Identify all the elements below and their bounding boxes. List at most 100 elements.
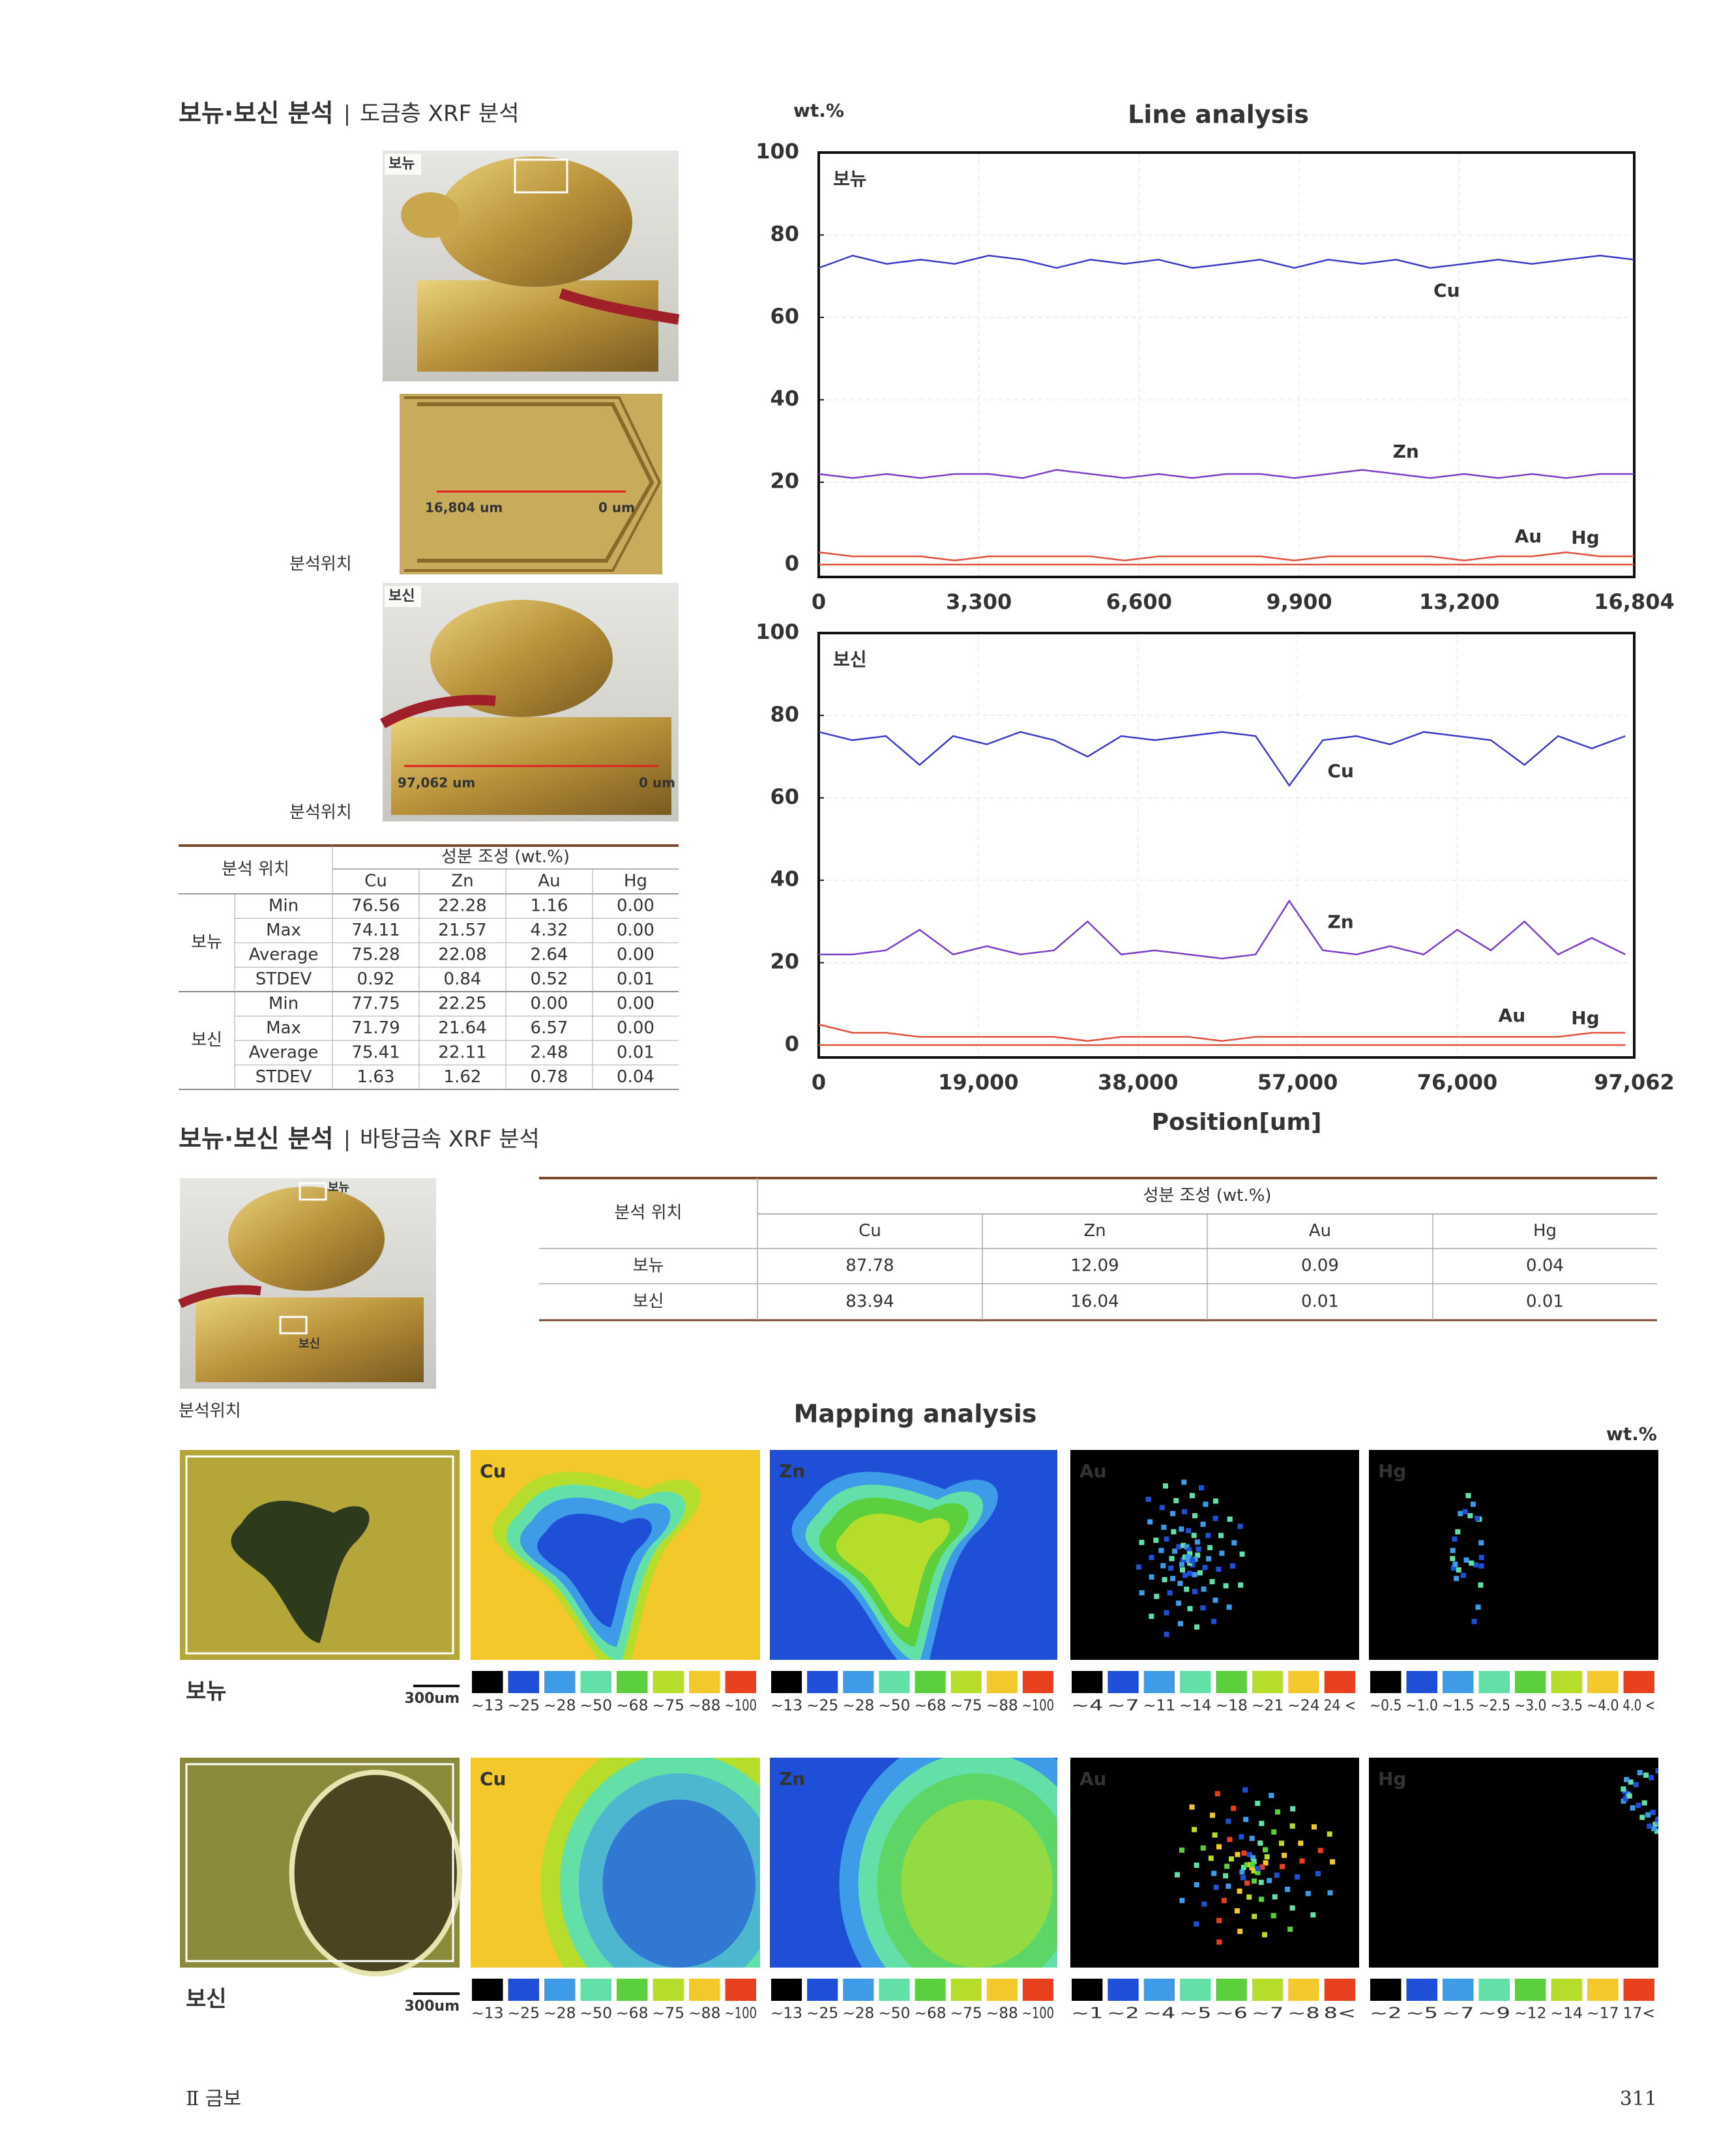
table-cell: 0.00 [617,945,654,964]
map-pixel [1473,1562,1479,1568]
map-element: Zn [779,1768,805,1790]
map-pixel [1212,1597,1218,1603]
legend-swatch [807,1979,838,2001]
map-pixel [1187,1560,1193,1566]
map-pixel [1208,1855,1214,1861]
map-panel [1070,1758,1359,1968]
map-photo [180,1450,460,1660]
map-pixel [1189,1804,1195,1810]
map-pixel [1200,1845,1206,1851]
map-pixel [1206,1556,1212,1561]
map-pixel [1244,1862,1250,1868]
legend-swatch [580,1979,611,2001]
map-panel [1369,1758,1658,1968]
map-pixel [1164,1631,1169,1637]
map-pixel [1184,1544,1190,1550]
map-pixel [1186,1554,1192,1560]
legend-label: 24 < [1324,1698,1356,1715]
table-column: Zn [1083,1221,1106,1241]
map-pixel [1624,1777,1630,1782]
map-pixel [1621,1786,1626,1792]
legend-swatch [1370,1671,1402,1693]
legend-swatch [950,1979,982,2001]
map-pixel [1315,1870,1321,1876]
map-pixel [1231,1805,1237,1811]
map-pixel [1311,1824,1317,1830]
map-pixel [1460,1573,1466,1578]
map-pixel [1471,1619,1477,1625]
map-pixel [1246,1852,1252,1857]
table-group: 보뉴 [191,933,222,952]
map-pixel [1154,1593,1160,1599]
map-pixel [1170,1511,1176,1516]
table-column: Hg [624,872,647,891]
x-tick-label: 19,000 [938,1070,1018,1095]
map-pixel [1211,1870,1217,1876]
legend-label: ~28 [544,2005,576,2022]
legend-label: ~14 [1551,2005,1583,2022]
photo-label: 보뉴 [328,1181,349,1194]
legend-label: ~88 [688,2005,721,2022]
table-cell: Min [269,994,299,1013]
map-pixel [1209,1812,1215,1818]
series-label: Hg [1571,1007,1599,1029]
map-pixel [1192,1589,1197,1595]
map-pixel [1226,1883,1231,1889]
table-cell: 21.64 [438,1018,486,1038]
map-pixel [1162,1576,1167,1582]
legend-label: ~2.5 [1478,1698,1511,1715]
map-pixel [1187,1551,1193,1557]
legend-label: ~13 [471,1698,504,1715]
table-cell: STDEV [256,969,312,989]
map-bg [1369,1450,1658,1660]
table-cell: 77.75 [351,994,400,1013]
legend-swatch [771,1671,802,1693]
legend-swatch [617,1671,648,1693]
map-pixel [1194,1921,1199,1927]
table-cell: 74.11 [351,921,400,940]
map-pixel [1257,1840,1263,1846]
table-cell: 0.01 [1301,1292,1339,1312]
legend-swatch [1324,1671,1355,1693]
map-pixel [1622,1795,1628,1801]
map-pixel [1159,1505,1165,1511]
map-pixel [1172,1548,1178,1554]
map-pixel [1171,1529,1177,1535]
map-pixel [1149,1614,1154,1619]
series-label: Hg [1571,527,1599,548]
map-pixel [1305,1891,1311,1897]
table-cell: 1.62 [444,1067,482,1087]
map-panel [770,1758,1057,1968]
table-cell: 75.28 [351,945,400,964]
legend-swatch [1551,1671,1582,1693]
map-pixel [1212,1515,1218,1521]
table-cell: 71.79 [351,1018,400,1038]
y-tick-label: 80 [770,701,799,726]
table-cell: Average [249,1042,319,1062]
photo-frame [185,1763,454,1962]
x-tick-label: 97,062 [1594,1070,1674,1095]
table-cell: Min [269,896,299,915]
table-column: Hg [1533,1221,1557,1241]
map-pixel [1164,1610,1169,1616]
legend-label: ~75 [950,2005,982,2022]
map-pixel [1262,1932,1268,1938]
map-pixel [1191,1533,1197,1539]
legend-label: ~50 [580,2005,613,2022]
legend-swatch [1478,1671,1510,1693]
map-pixel [1224,1863,1230,1869]
map-pixel [1196,1546,1201,1552]
legend-label: ~12 [1514,2005,1547,2022]
map-pixel [1180,1557,1186,1563]
legend-swatch [1072,1979,1103,2001]
table-cell: 12.09 [1070,1256,1119,1276]
legend-swatch [1443,1979,1474,2001]
legend-swatch [843,1979,874,2001]
map-pixel [1187,1571,1193,1576]
map-pixel [1469,1560,1475,1566]
map-pixel [1239,1869,1245,1875]
map-pixel [1200,1521,1206,1527]
legend-swatch [986,1979,1018,2001]
map-pixel [1216,1917,1222,1923]
map-pixel [1252,1913,1257,1919]
